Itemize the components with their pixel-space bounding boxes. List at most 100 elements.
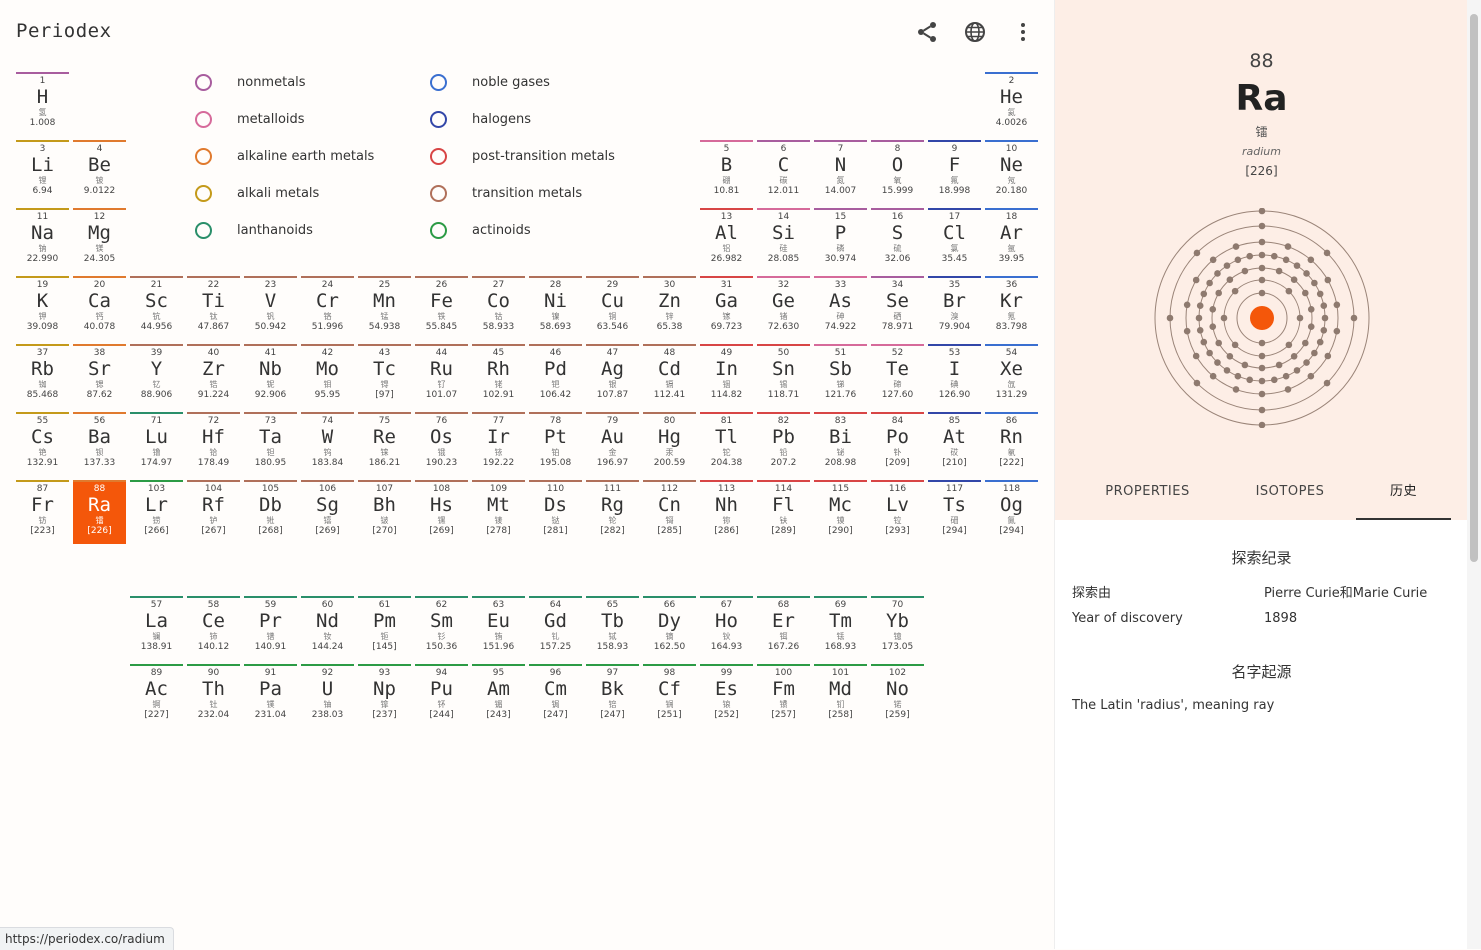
element-cell-ir[interactable]: 77 Ir 铱 192.22	[472, 412, 525, 476]
element-cell-lv[interactable]: 116 Lv 𫟷 [293]	[871, 480, 924, 544]
element-cell-os[interactable]: 76 Os 锇 190.23	[415, 412, 468, 476]
element-cell-lu[interactable]: 71 Lu 镥 174.97	[130, 412, 183, 476]
element-cell-mg[interactable]: 12 Mg 镁 24.305	[73, 208, 126, 272]
element-cell-mo[interactable]: 42 Mo 钼 95.95	[301, 344, 354, 408]
element-cell-bh[interactable]: 107 Bh 𬭛 [270]	[358, 480, 411, 544]
element-cell-ar[interactable]: 18 Ar 氩 39.95	[985, 208, 1038, 272]
element-cell-pt[interactable]: 78 Pt 铂 195.08	[529, 412, 582, 476]
element-cell-rf[interactable]: 104 Rf 𬬻 [267]	[187, 480, 240, 544]
element-cell-as[interactable]: 33 As 砷 74.922	[814, 276, 867, 340]
element-cell-sg[interactable]: 106 Sg 𬭳 [269]	[301, 480, 354, 544]
element-cell-li[interactable]: 3 Li 锂 6.94	[16, 140, 69, 204]
element-cell-in[interactable]: 49 In 铟 114.82	[700, 344, 753, 408]
element-cell-cl[interactable]: 17 Cl 氯 35.45	[928, 208, 981, 272]
element-cell-eu[interactable]: 63 Eu 铕 151.96	[472, 596, 525, 660]
element-cell-i[interactable]: 53 I 碘 126.90	[928, 344, 981, 408]
element-cell-tm[interactable]: 69 Tm 铥 168.93	[814, 596, 867, 660]
element-cell-pm[interactable]: 61 Pm 钷 [145]	[358, 596, 411, 660]
element-cell-b[interactable]: 5 B 硼 10.81	[700, 140, 753, 204]
element-cell-w[interactable]: 74 W 钨 183.84	[301, 412, 354, 476]
element-cell-nd[interactable]: 60 Nd 钕 144.24	[301, 596, 354, 660]
element-cell-la[interactable]: 57 La 镧 138.91	[130, 596, 183, 660]
element-cell-si[interactable]: 14 Si 硅 28.085	[757, 208, 810, 272]
element-cell-be[interactable]: 4 Be 铍 9.0122	[73, 140, 126, 204]
element-cell-cu[interactable]: 29 Cu 铜 63.546	[586, 276, 639, 340]
element-cell-f[interactable]: 9 F 氟 18.998	[928, 140, 981, 204]
element-cell-dy[interactable]: 66 Dy 镝 162.50	[643, 596, 696, 660]
element-cell-re[interactable]: 75 Re 铼 186.21	[358, 412, 411, 476]
element-cell-po[interactable]: 84 Po 钋 [209]	[871, 412, 924, 476]
tab-isotopes[interactable]: ISOTOPES	[1255, 484, 1325, 499]
element-cell-na[interactable]: 11 Na 钠 22.990	[16, 208, 69, 272]
element-cell-nh[interactable]: 113 Nh 鿭 [286]	[700, 480, 753, 544]
element-cell-ta[interactable]: 73 Ta 钽 180.95	[244, 412, 297, 476]
element-cell-at[interactable]: 85 At 砹 [210]	[928, 412, 981, 476]
element-cell-tb[interactable]: 65 Tb 铽 158.93	[586, 596, 639, 660]
element-cell-sb[interactable]: 51 Sb 锑 121.76	[814, 344, 867, 408]
element-cell-ru[interactable]: 44 Ru 钌 101.07	[415, 344, 468, 408]
element-cell-u[interactable]: 92 U 铀 238.03	[301, 664, 354, 728]
element-cell-am[interactable]: 95 Am 镅 [243]	[472, 664, 525, 728]
element-cell-y[interactable]: 39 Y 钇 88.906	[130, 344, 183, 408]
element-cell-bk[interactable]: 97 Bk 锫 [247]	[586, 664, 639, 728]
element-cell-v[interactable]: 23 V 钒 50.942	[244, 276, 297, 340]
element-cell-pd[interactable]: 46 Pd 钯 106.42	[529, 344, 582, 408]
element-cell-rb[interactable]: 37 Rb 铷 85.468	[16, 344, 69, 408]
tab-history[interactable]: 历史	[1356, 478, 1451, 520]
element-cell-ho[interactable]: 67 Ho 钬 164.93	[700, 596, 753, 660]
element-cell-gd[interactable]: 64 Gd 钆 157.25	[529, 596, 582, 660]
element-cell-ni[interactable]: 28 Ni 镍 58.693	[529, 276, 582, 340]
element-cell-ac[interactable]: 89 Ac 锕 [227]	[130, 664, 183, 728]
element-cell-fr[interactable]: 87 Fr 钫 [223]	[16, 480, 69, 544]
element-cell-n[interactable]: 7 N 氮 14.007	[814, 140, 867, 204]
share-icon[interactable]	[915, 20, 939, 44]
element-cell-he[interactable]: 2 He 氦 4.0026	[985, 72, 1038, 136]
element-cell-ba[interactable]: 56 Ba 钡 137.33	[73, 412, 126, 476]
element-cell-se[interactable]: 34 Se 硒 78.971	[871, 276, 924, 340]
element-cell-zr[interactable]: 40 Zr 锆 91.224	[187, 344, 240, 408]
element-cell-sm[interactable]: 62 Sm 钐 150.36	[415, 596, 468, 660]
element-cell-sn[interactable]: 50 Sn 锡 118.71	[757, 344, 810, 408]
element-cell-er[interactable]: 68 Er 铒 167.26	[757, 596, 810, 660]
element-cell-mc[interactable]: 115 Mc 镆 [290]	[814, 480, 867, 544]
element-cell-pr[interactable]: 59 Pr 镨 140.91	[244, 596, 297, 660]
element-cell-h[interactable]: 1 H 氢 1.008	[16, 72, 69, 136]
element-cell-ga[interactable]: 31 Ga 镓 69.723	[700, 276, 753, 340]
element-cell-xe[interactable]: 54 Xe 氙 131.29	[985, 344, 1038, 408]
element-cell-co[interactable]: 27 Co 钴 58.933	[472, 276, 525, 340]
element-cell-k[interactable]: 19 K 钾 39.098	[16, 276, 69, 340]
element-cell-yb[interactable]: 70 Yb 镱 173.05	[871, 596, 924, 660]
element-cell-cd[interactable]: 48 Cd 镉 112.41	[643, 344, 696, 408]
page-scrollbar[interactable]	[1467, 0, 1481, 949]
element-cell-cn[interactable]: 112 Cn 鿔 [285]	[643, 480, 696, 544]
element-cell-mn[interactable]: 25 Mn 锰 54.938	[358, 276, 411, 340]
element-cell-nb[interactable]: 41 Nb 铌 92.906	[244, 344, 297, 408]
element-cell-ge[interactable]: 32 Ge 锗 72.630	[757, 276, 810, 340]
element-cell-hf[interactable]: 72 Hf 铪 178.49	[187, 412, 240, 476]
element-cell-ra[interactable]: 88 Ra 镭 [226]	[73, 480, 126, 544]
element-cell-ds[interactable]: 110 Ds 𫟼 [281]	[529, 480, 582, 544]
element-cell-c[interactable]: 6 C 碳 12.011	[757, 140, 810, 204]
element-cell-rh[interactable]: 45 Rh 铑 102.91	[472, 344, 525, 408]
element-cell-ag[interactable]: 47 Ag 银 107.87	[586, 344, 639, 408]
element-cell-ce[interactable]: 58 Ce 铈 140.12	[187, 596, 240, 660]
element-cell-p[interactable]: 15 P 磷 30.974	[814, 208, 867, 272]
element-cell-mt[interactable]: 109 Mt 鿏 [278]	[472, 480, 525, 544]
element-cell-cs[interactable]: 55 Cs 铯 132.91	[16, 412, 69, 476]
element-cell-fe[interactable]: 26 Fe 铁 55.845	[415, 276, 468, 340]
element-cell-te[interactable]: 52 Te 碲 127.60	[871, 344, 924, 408]
element-cell-al[interactable]: 13 Al 铝 26.982	[700, 208, 753, 272]
element-cell-lr[interactable]: 103 Lr 铹 [266]	[130, 480, 183, 544]
element-cell-cm[interactable]: 96 Cm 锔 [247]	[529, 664, 582, 728]
element-cell-th[interactable]: 90 Th 钍 232.04	[187, 664, 240, 728]
element-cell-ne[interactable]: 10 Ne 氖 20.180	[985, 140, 1038, 204]
element-cell-fm[interactable]: 100 Fm 镄 [257]	[757, 664, 810, 728]
element-cell-cr[interactable]: 24 Cr 铬 51.996	[301, 276, 354, 340]
element-cell-tl[interactable]: 81 Tl 铊 204.38	[700, 412, 753, 476]
element-cell-pb[interactable]: 82 Pb 铅 207.2	[757, 412, 810, 476]
element-cell-hs[interactable]: 108 Hs 𬭶 [269]	[415, 480, 468, 544]
element-cell-cf[interactable]: 98 Cf 锎 [251]	[643, 664, 696, 728]
element-cell-rg[interactable]: 111 Rg 𬬭 [282]	[586, 480, 639, 544]
globe-icon[interactable]	[963, 20, 987, 44]
element-cell-pa[interactable]: 91 Pa 镤 231.04	[244, 664, 297, 728]
